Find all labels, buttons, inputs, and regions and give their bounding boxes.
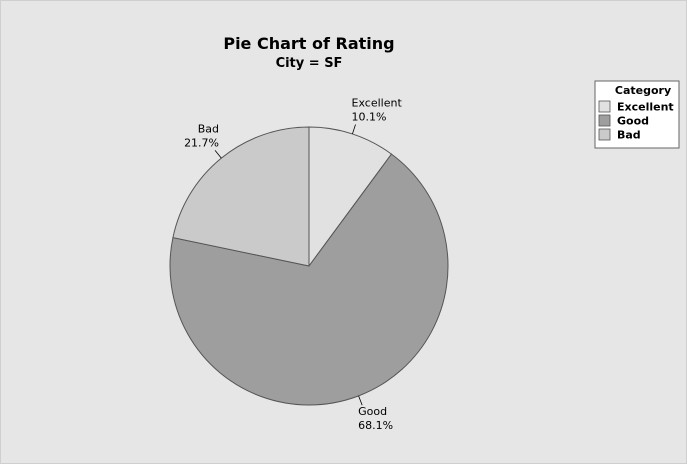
legend-label-good: Good — [617, 115, 649, 128]
legend-label-excellent: Excellent — [617, 101, 674, 114]
leader-line-excellent — [352, 124, 356, 135]
legend-title: Category — [615, 84, 671, 97]
leader-line-good — [358, 395, 363, 406]
slice-percent-excellent: 10.1% — [352, 110, 387, 123]
slice-percent-bad: 21.7% — [184, 136, 219, 149]
slice-percent-good: 68.1% — [358, 419, 393, 432]
pie-slice-excellent — [308, 126, 393, 268]
pie-slice-good — [169, 153, 449, 406]
legend-label-bad: Bad — [617, 129, 641, 142]
legend-swatch-bad — [598, 128, 611, 141]
chart-subtitle: City = SF — [276, 56, 343, 71]
chart-title: Pie Chart of Rating — [223, 34, 394, 53]
legend-swatch-excellent — [598, 100, 611, 113]
pie-slices — [169, 126, 449, 406]
legend-swatch-good — [598, 114, 611, 127]
leader-line-bad — [214, 150, 222, 159]
slice-label-good: Good — [358, 405, 387, 418]
slice-label-bad: Bad — [198, 122, 219, 135]
slice-label-excellent: Excellent — [352, 96, 403, 109]
